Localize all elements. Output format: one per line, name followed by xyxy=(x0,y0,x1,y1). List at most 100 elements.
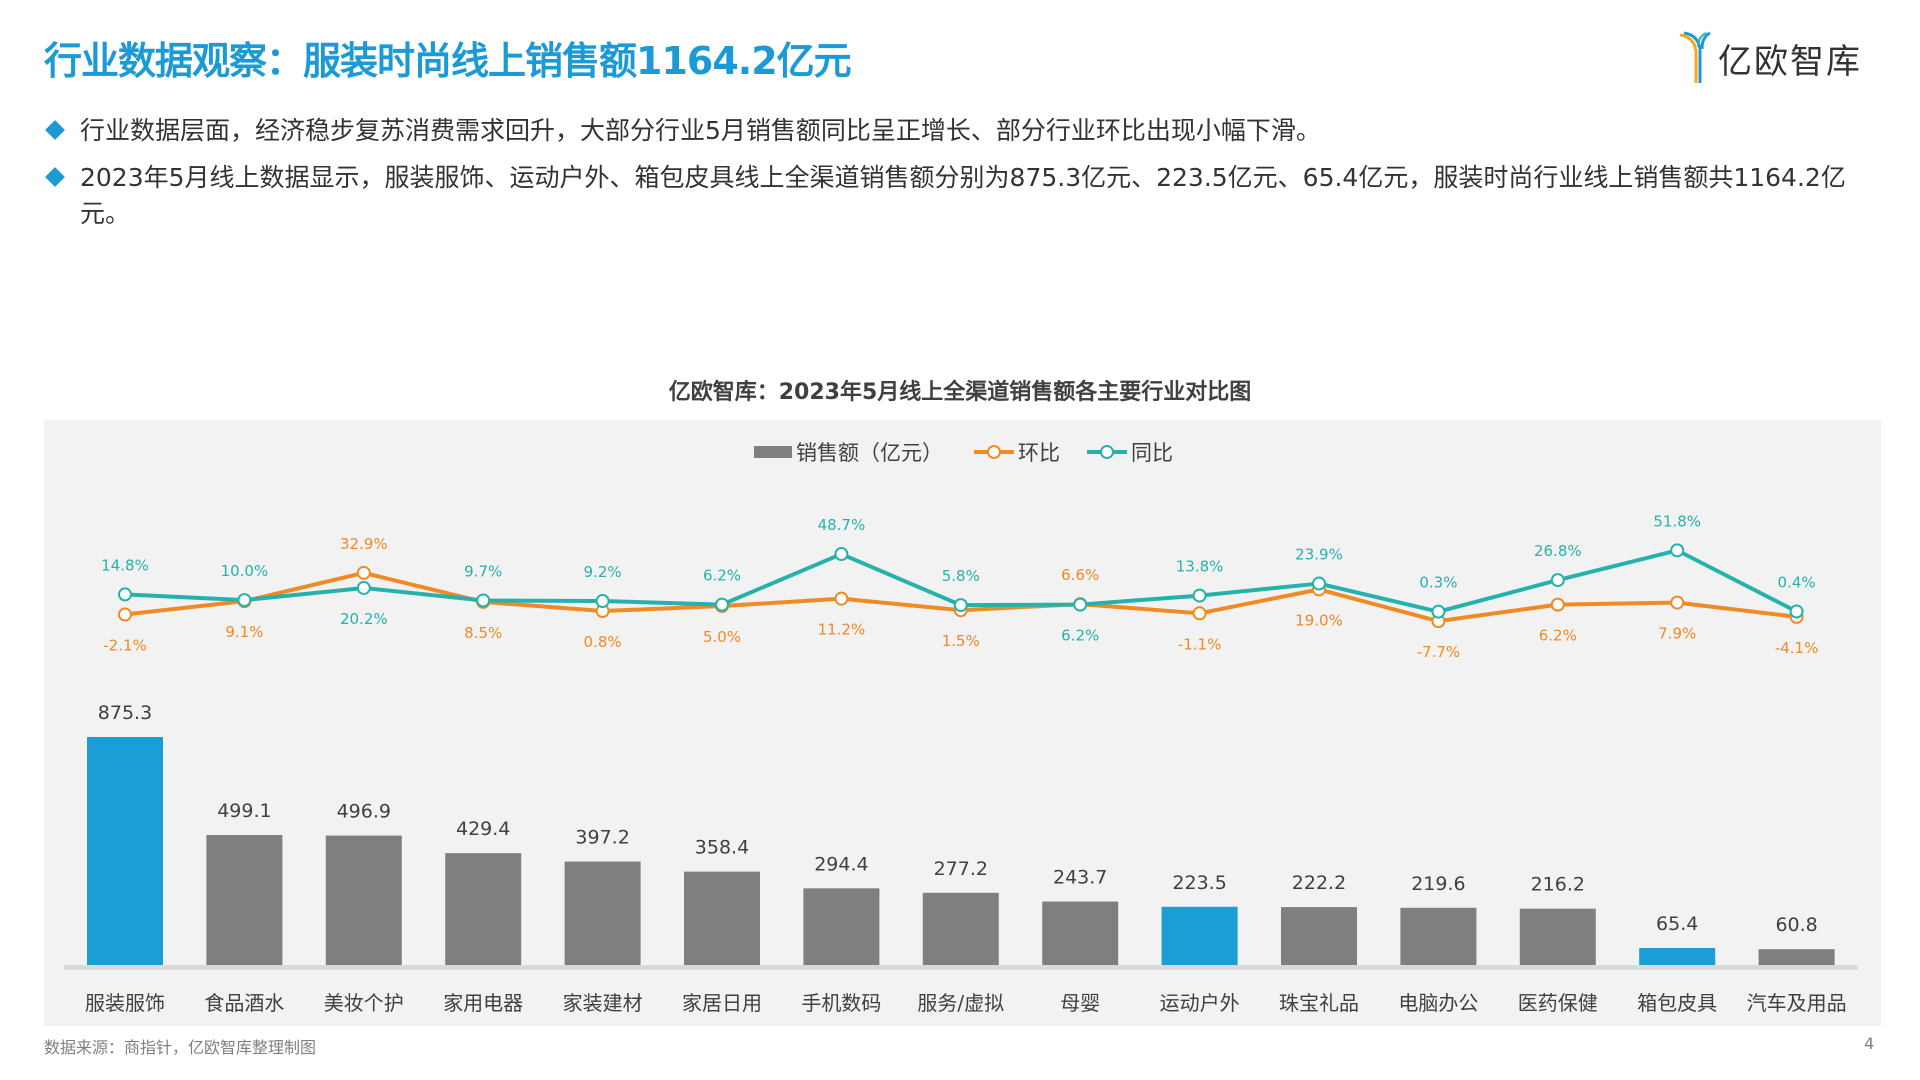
category-label: 汽车及用品 xyxy=(1747,991,1847,1015)
point-label-yoy: 0.4% xyxy=(1778,574,1816,592)
point-mom xyxy=(118,607,132,622)
bar-value-label: 216.2 xyxy=(1531,874,1585,896)
bar-12 xyxy=(1519,908,1596,965)
point-label-yoy: 6.2% xyxy=(1061,627,1099,645)
bar-6 xyxy=(803,888,880,965)
bar-value-label: 60.8 xyxy=(1775,914,1817,936)
point-label-yoy: 20.2% xyxy=(340,610,388,628)
point-mom xyxy=(1550,597,1565,612)
bar-value-label: 496.9 xyxy=(337,801,391,823)
point-label-mom: 5.0% xyxy=(703,628,741,646)
category-label: 家用电器 xyxy=(443,991,523,1015)
brand-logo: 亿欧智库 xyxy=(1678,30,1862,86)
bullet-text: 2023年5月线上数据显示，服装服饰、运动户外、箱包皮具线上全渠道销售额分别为8… xyxy=(80,163,1846,228)
logo-mark-icon xyxy=(1679,31,1711,83)
bar-13 xyxy=(1639,947,1716,965)
legend-label-yoy: 同比 xyxy=(1131,441,1173,465)
point-label-yoy: 6.2% xyxy=(703,567,741,585)
bar-value-label: 222.2 xyxy=(1292,872,1346,894)
point-label-mom: -2.1% xyxy=(103,636,147,654)
point-label-yoy: 51.8% xyxy=(1653,512,1701,530)
point-label-mom: -4.1% xyxy=(1775,639,1819,657)
point-label-yoy: 26.8% xyxy=(1534,542,1582,560)
bar-value-label: 243.7 xyxy=(1053,867,1107,889)
point-label-yoy: 9.7% xyxy=(464,562,502,580)
point-label-mom: 6.6% xyxy=(1061,566,1099,584)
point-yoy xyxy=(1789,604,1804,619)
point-yoy xyxy=(1550,573,1565,588)
point-label-mom: 6.2% xyxy=(1539,627,1577,645)
category-label: 服务/虚拟 xyxy=(917,991,1004,1015)
category-label: 服装服饰 xyxy=(85,991,165,1015)
point-yoy xyxy=(953,598,968,613)
point-label-yoy: 48.7% xyxy=(818,516,866,534)
x-axis-line xyxy=(64,965,1858,970)
point-label-mom: 7.9% xyxy=(1658,625,1696,643)
point-label-yoy: 9.2% xyxy=(584,563,622,581)
point-label-mom: 9.1% xyxy=(225,623,263,641)
point-yoy xyxy=(118,587,132,602)
point-label-mom: 8.5% xyxy=(464,624,502,642)
point-label-yoy: 0.3% xyxy=(1419,574,1457,592)
point-yoy xyxy=(1312,576,1326,591)
bar-value-label: 223.5 xyxy=(1172,872,1226,894)
point-yoy xyxy=(1670,543,1685,558)
legend-marker-yoy xyxy=(1100,445,1114,459)
point-label-yoy: 5.8% xyxy=(942,567,980,585)
point-yoy xyxy=(356,580,371,595)
point-label-yoy: 23.9% xyxy=(1295,546,1343,564)
bar-7 xyxy=(922,892,999,965)
category-label: 家居日用 xyxy=(682,991,762,1015)
bar-value-label: 219.6 xyxy=(1411,873,1465,895)
point-yoy xyxy=(595,594,610,609)
point-label-yoy: 14.8% xyxy=(101,556,149,574)
point-yoy xyxy=(1073,597,1088,612)
category-label: 电脑办公 xyxy=(1398,991,1478,1015)
bar-value-label: 875.3 xyxy=(98,702,152,724)
category-label: 美妆个护 xyxy=(324,991,404,1015)
point-label-yoy: 13.8% xyxy=(1176,558,1224,576)
point-label-mom: 32.9% xyxy=(340,535,388,553)
category-label: 箱包皮具 xyxy=(1637,991,1717,1015)
category-label: 珠宝礼品 xyxy=(1279,991,1359,1015)
point-label-mom: 1.5% xyxy=(942,632,980,650)
bullet-item: 2023年5月线上数据显示，服装服饰、运动户外、箱包皮具线上全渠道销售额分别为8… xyxy=(45,160,1878,232)
category-label: 家装建材 xyxy=(563,991,643,1015)
data-source: 数据来源：商指针，亿欧智库整理制图 xyxy=(44,1038,317,1057)
category-label: 运动户外 xyxy=(1160,991,1240,1015)
point-mom xyxy=(1670,595,1685,610)
legend-swatch-sales xyxy=(754,446,792,458)
category-label: 母婴 xyxy=(1060,991,1100,1015)
bar-value-label: 277.2 xyxy=(934,858,988,880)
bullet-text: 行业数据层面，经济稳步复苏消费需求回升，大部分行业5月销售额同比呈正增长、部分行… xyxy=(80,116,1321,145)
point-yoy xyxy=(1192,588,1207,603)
point-yoy xyxy=(476,593,491,608)
category-label: 食品酒水 xyxy=(204,991,284,1015)
point-yoy xyxy=(834,547,849,562)
bar-value-label: 499.1 xyxy=(217,800,271,822)
bar-value-label: 397.2 xyxy=(575,827,629,849)
category-label: 医药保健 xyxy=(1518,991,1598,1015)
bar-14 xyxy=(1758,949,1835,965)
bar-2 xyxy=(325,835,402,965)
chart-title: 亿欧智库：2023年5月线上全渠道销售额各主要行业对比图 xyxy=(668,380,1252,405)
point-yoy xyxy=(1431,604,1446,619)
page-number: 4 xyxy=(1864,1034,1875,1053)
bullet-item: 行业数据层面，经济稳步复苏消费需求回升，大部分行业5月销售额同比呈正增长、部分行… xyxy=(45,113,1878,149)
legend-label-sales: 销售额（亿元） xyxy=(796,441,943,465)
bar-3 xyxy=(445,853,522,965)
legend-label-mom: 环比 xyxy=(1018,441,1060,465)
point-label-mom: 0.8% xyxy=(584,633,622,651)
point-mom xyxy=(356,565,371,580)
legend-marker-mom xyxy=(987,445,1001,459)
point-label-mom: 11.2% xyxy=(818,621,866,639)
bar-4 xyxy=(564,861,641,965)
point-label-yoy: 10.0% xyxy=(221,562,269,580)
bar-8 xyxy=(1042,901,1119,965)
point-yoy xyxy=(715,597,729,612)
bar-value-label: 65.4 xyxy=(1656,913,1698,935)
bar-10 xyxy=(1281,907,1357,965)
point-label-mom: -1.1% xyxy=(1178,635,1222,653)
point-mom xyxy=(1192,606,1207,621)
page-title: 行业数据观察：服装时尚线上销售额1164.2亿元 xyxy=(44,39,852,83)
